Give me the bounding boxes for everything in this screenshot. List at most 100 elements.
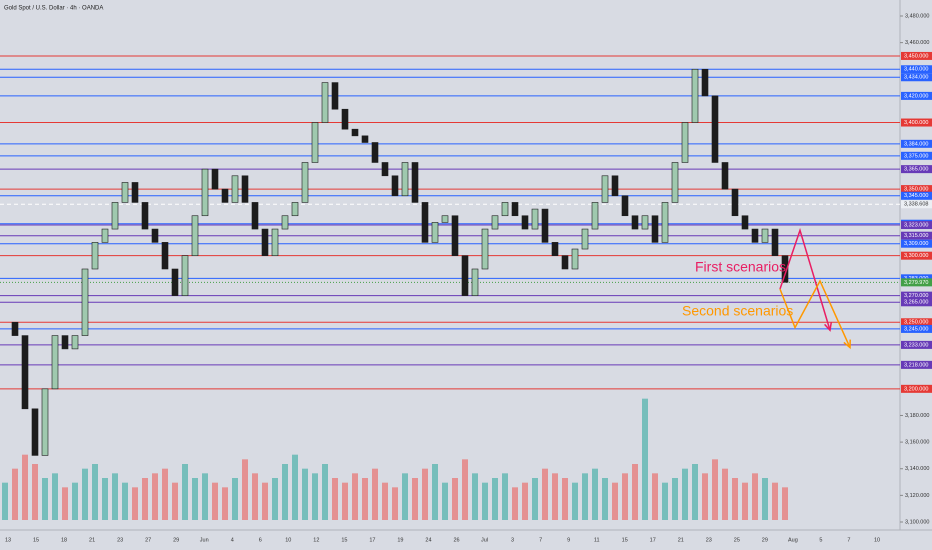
volume-bar: [132, 487, 138, 520]
volume-bar: [192, 478, 198, 520]
volume-bar: [412, 478, 418, 520]
x-tick-label: 26: [453, 537, 459, 543]
candle: [31, 408, 39, 456]
volume-bar: [462, 459, 468, 520]
level-tag: [901, 340, 932, 349]
volume-bar: [722, 468, 728, 520]
volume-bar: [172, 482, 178, 520]
volume-bar: [372, 468, 378, 520]
candle: [591, 202, 599, 230]
candle: [221, 188, 229, 203]
volume-bar: [772, 482, 778, 520]
volume-bar: [162, 468, 168, 520]
x-tick-label: 21: [678, 537, 684, 543]
volume-bar: [182, 464, 188, 520]
volume-bar: [552, 473, 558, 520]
volume-bar: [272, 478, 278, 520]
volume-bar: [502, 473, 508, 520]
level-tag: [901, 118, 932, 127]
volume-bar: [362, 478, 368, 520]
candle: [191, 215, 199, 256]
volume-bar: [652, 473, 658, 520]
volume-bar: [512, 487, 518, 520]
level-tag: [901, 91, 932, 100]
candle: [11, 321, 19, 336]
candle: [241, 175, 249, 203]
volume-bar: [12, 468, 18, 520]
y-tick-label: 3,140.000: [905, 466, 929, 472]
level-label: 3,200.000: [904, 386, 928, 392]
volume-bar: [82, 468, 88, 520]
x-tick-label: 23: [706, 537, 712, 543]
arrow-head: [843, 339, 851, 350]
candle: [261, 228, 269, 256]
candle: [781, 255, 789, 283]
candle: [51, 335, 59, 390]
level-label: 3,245.000: [904, 326, 928, 332]
volume-bar: [22, 454, 28, 520]
candle: [281, 215, 289, 230]
x-tick-label: 10: [285, 537, 291, 543]
level-tag: [901, 73, 932, 82]
scenario-path: [779, 279, 851, 348]
volume-bar: [542, 468, 548, 520]
candle: [271, 228, 279, 256]
level-label: 3,345.000: [904, 193, 928, 199]
volume-bar: [262, 482, 268, 520]
y-tick-label: 3,100.000: [905, 519, 929, 525]
level-label: 3,434.000: [904, 75, 928, 81]
volume-bar: [342, 482, 348, 520]
level-tag: [901, 291, 932, 300]
candle: [571, 248, 579, 270]
volume-bar: [452, 478, 458, 520]
x-tick-label: 19: [397, 537, 403, 543]
volume-bar: [332, 478, 338, 520]
x-tick-label: 6: [259, 537, 262, 543]
x-tick-label: 15: [33, 537, 39, 543]
previous-close-label: 3,338.608: [904, 202, 928, 208]
volume-bar: [352, 473, 358, 520]
volume-bar: [672, 478, 678, 520]
volume-bar: [72, 482, 78, 520]
x-tick-label: Aug: [788, 537, 798, 543]
candle: [641, 215, 649, 230]
level-label: 3,233.000: [904, 342, 928, 348]
candle: [211, 168, 219, 190]
level-label: 3,265.000: [904, 300, 928, 306]
volume-bar: [122, 482, 128, 520]
x-tick-label: 17: [650, 537, 656, 543]
candle: [491, 215, 499, 230]
candle: [321, 82, 329, 123]
scenario-label: First scenarios: [695, 259, 786, 275]
volume-bar: [392, 487, 398, 520]
level-label: 3,384.000: [904, 141, 928, 147]
volume-bar: [52, 473, 58, 520]
arrow-head: [824, 322, 833, 332]
y-tick-label: 3,180.000: [905, 413, 929, 419]
volume-bar: [92, 464, 98, 520]
x-tick-label: 15: [341, 537, 347, 543]
y-tick-label: 3,120.000: [905, 493, 929, 499]
y-tick-label: 3,480.000: [905, 13, 929, 19]
level-tag: [901, 231, 932, 240]
volume-bar: [712, 459, 718, 520]
candle: [201, 168, 209, 217]
level-label: 3,250.000: [904, 320, 928, 326]
candle: [351, 128, 359, 137]
volume-bar: [252, 473, 258, 520]
level-tag: [901, 139, 932, 148]
volume-bar: [492, 478, 498, 520]
x-tick-label: 24: [425, 537, 431, 543]
candle: [171, 268, 179, 296]
candle: [761, 228, 769, 243]
level-tag: [901, 221, 932, 230]
candle: [611, 175, 619, 197]
level-tag: [901, 298, 932, 307]
x-tick-label: 3: [511, 537, 514, 543]
x-tick-label: 23: [117, 537, 123, 543]
volume-bar: [102, 478, 108, 520]
candle: [371, 142, 379, 163]
level-label: 3,440.000: [904, 67, 928, 73]
volume-bar: [472, 473, 478, 520]
candle: [151, 228, 159, 243]
